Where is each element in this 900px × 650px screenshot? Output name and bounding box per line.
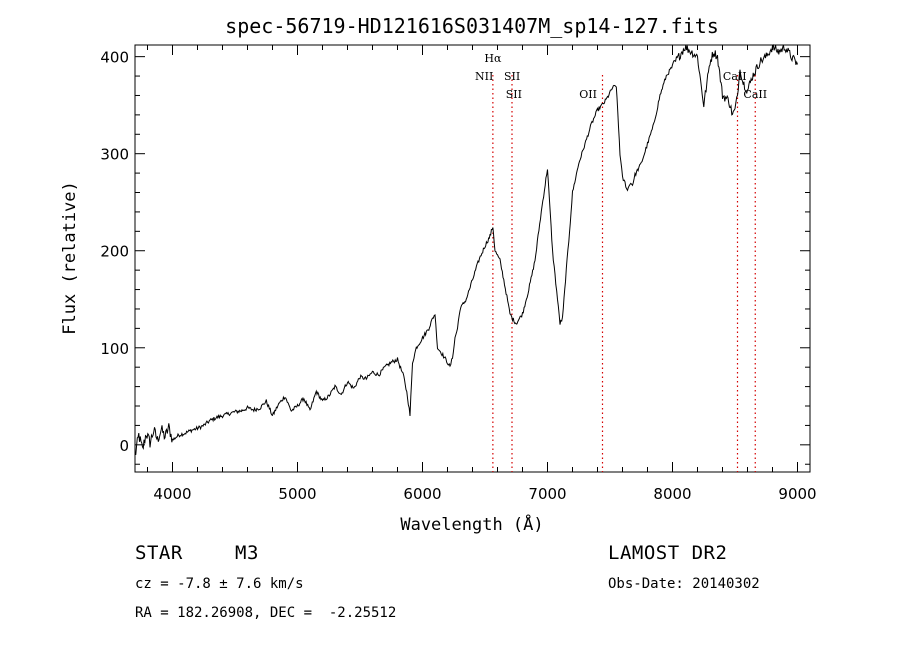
y-tick-label: 0 xyxy=(119,437,129,455)
coordinates-text: RA = 182.26908, DEC = -2.25512 xyxy=(135,605,397,621)
y-tick-label: 200 xyxy=(100,243,129,261)
line-markers xyxy=(492,75,756,472)
chart-title: spec-56719-HD121616S031407M_sp14-127.fit… xyxy=(225,14,719,38)
x-tick-label: 7000 xyxy=(528,485,566,503)
line-annotations: Hα NII SII SII OII CaII CaII xyxy=(475,52,767,101)
line-label: SII xyxy=(506,88,522,101)
object-type: STAR xyxy=(135,542,183,564)
survey-name: LAMOST DR2 xyxy=(608,542,728,564)
line-label: Hα xyxy=(484,52,502,65)
x-tick-label: 9000 xyxy=(778,485,816,503)
x-tick-label: 5000 xyxy=(278,485,316,503)
line-label: CaII xyxy=(723,70,747,83)
x-tick-label: 8000 xyxy=(653,485,691,503)
line-label: CaII xyxy=(743,88,767,101)
line-label: NII xyxy=(475,70,493,83)
redshift-text: cz = -7.8 ± 7.6 km/s xyxy=(135,576,304,592)
spectral-subclass: M3 xyxy=(235,542,259,564)
spectrum-line xyxy=(134,44,798,456)
x-tick-label: 4000 xyxy=(153,485,191,503)
y-tick-label: 300 xyxy=(100,146,129,164)
y-axis-label: Flux (relative) xyxy=(60,181,80,335)
x-axis: 4000 5000 6000 7000 8000 9000 xyxy=(147,45,817,503)
y-tick-label: 100 xyxy=(100,340,129,358)
spectrum-chart: spec-56719-HD121616S031407M_sp14-127.fit… xyxy=(60,14,817,535)
plot-frame xyxy=(134,44,811,473)
line-label: OII xyxy=(579,88,597,101)
x-tick-label: 6000 xyxy=(403,485,441,503)
y-axis: 0 100 200 300 400 xyxy=(100,49,810,465)
y-tick-label: 400 xyxy=(100,49,129,67)
obs-date: Obs-Date: 20140302 xyxy=(608,576,760,592)
x-axis-label: Wavelength (Å) xyxy=(400,513,543,535)
line-label: SII xyxy=(504,70,520,83)
